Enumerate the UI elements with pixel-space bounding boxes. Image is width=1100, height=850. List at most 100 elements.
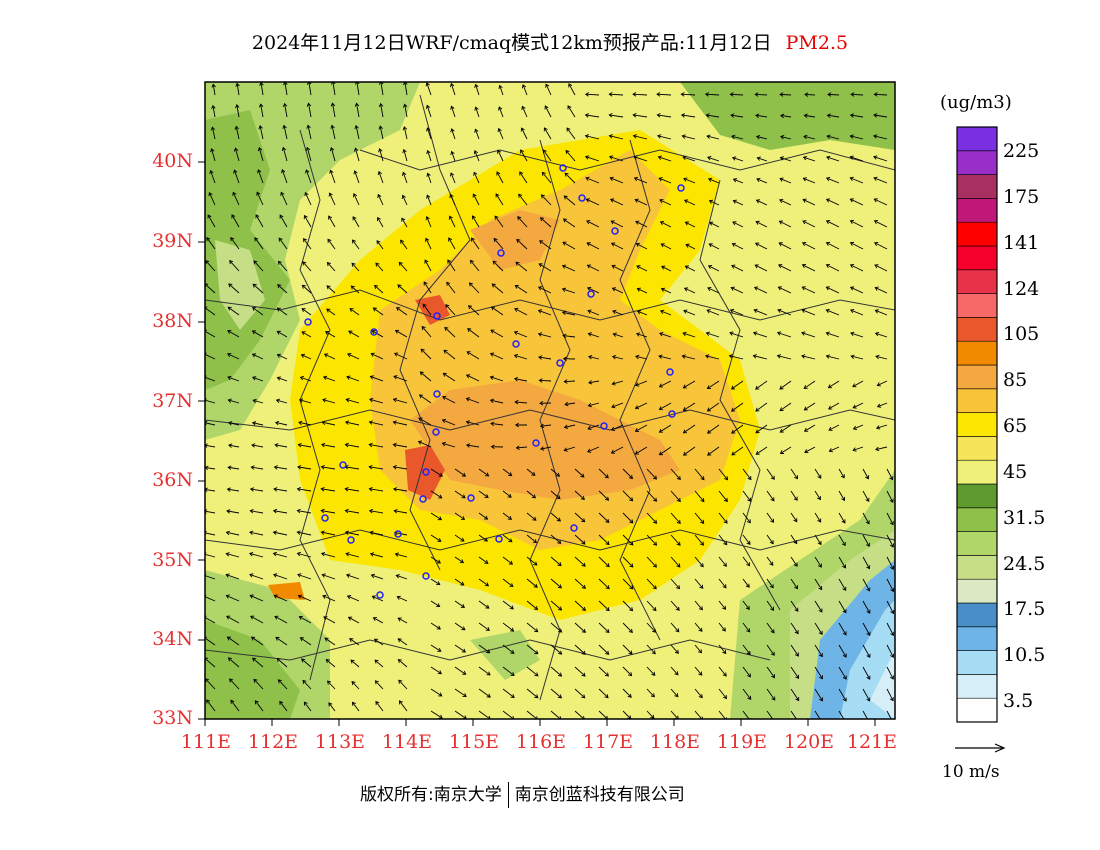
wind-arrow [755,424,768,434]
wind-arrow-head [842,697,847,702]
wind-arrow [646,622,656,633]
colorbar-swatch [956,697,998,723]
wind-arrow [790,512,798,522]
wind-arrow-head [730,407,736,412]
wind-arrow-head [707,286,712,292]
wind-arrow-head [421,325,426,331]
wind-arrow [274,466,288,470]
wind-arrow-head [656,134,662,139]
wind-arrow-head [825,308,830,314]
wind-arrow [862,468,869,479]
wind-arrow [393,488,408,492]
wind-arrow [250,510,264,514]
hotspot-zone-north [415,295,450,325]
wind-arrow [496,171,504,184]
wind-arrow-head [402,148,407,154]
wind-arrow [301,331,312,338]
wind-arrow [777,332,792,338]
wind-arrow [862,490,870,502]
wind-arrow-head [769,561,774,566]
wind-arrow [862,666,871,680]
wind-arrow [228,283,240,294]
wind-arrow [622,600,633,611]
wind-arrow [369,444,384,448]
wind-arrow-head [346,595,352,600]
wind-arrow-head [825,176,831,182]
wind-arrow [646,468,657,480]
wind-arrow-head [353,170,358,175]
wind-arrow [380,103,384,118]
wind-arrow-head [471,237,475,242]
wind-arrow [321,488,336,492]
wind-arrow-head [842,631,847,636]
wind-arrow [852,446,864,451]
wind-arrow-head [272,530,277,535]
copyright-right: 南京创蓝科技有限公司 [514,785,685,805]
wind-arrow [426,105,432,118]
colorbar [956,126,998,723]
wind-arrow [756,199,768,206]
wind-arrow-head [699,716,703,719]
wind-arrow-head [328,702,333,707]
wind-arrow [622,688,632,698]
wind-arrow-head [849,176,854,181]
wind-arrow-head [556,517,561,522]
wind-arrow-head [675,628,680,633]
colorbar-swatch [956,364,998,390]
wind-arrow-head [228,421,233,426]
city-marker [611,227,619,235]
colorbar-swatch [956,531,998,556]
wind-arrow-head [251,443,256,448]
wind-arrow-head [843,719,846,722]
wind-arrow-head [498,106,503,111]
wind-arrow [709,243,720,250]
sea-zone-edge [870,650,895,719]
wind-arrow [874,220,888,228]
wind-arrow-head [425,104,431,109]
wind-arrow-head [469,259,474,264]
wind-arrow-head [305,146,311,152]
wind-arrow-head [539,423,545,429]
wind-arrow-head [652,475,658,480]
wind-arrow [448,237,456,250]
wind-arrow-head [460,603,466,608]
wind-arrow [803,156,816,162]
wind-arrow [682,355,696,360]
wind-arrow [490,329,504,338]
wind-arrow-head [258,103,264,108]
wind-arrow [275,444,288,448]
lat-label-40n: 40N [152,150,193,172]
wind-arrow [521,127,528,140]
wind-arrow [574,688,586,699]
wind-arrow [370,553,384,558]
wind-arrow-head [588,354,593,360]
wind-arrow-head [708,243,713,248]
wind-arrow [398,262,408,272]
wind-arrow-head [347,616,353,621]
lon-label-114e: 114E [381,731,433,753]
wind-arrow [497,150,504,162]
wind-arrow-head [565,149,570,155]
wind-arrow [850,332,864,338]
city-marker [677,184,685,192]
wind-arrow-head [490,329,495,334]
wind-arrow [790,666,799,679]
wind-arrow [803,177,816,184]
wind-arrow-head [393,508,398,514]
colorbar-swatch [956,483,998,509]
wind-arrow-head [484,582,490,587]
wind-arrow-head [779,428,784,433]
wind-arrow-head [585,198,590,203]
wind-arrow [718,644,727,654]
wind-arrow-head [632,113,637,118]
wind-arrow [393,444,408,448]
wind-arrow-head [889,697,894,702]
wind-arrow [826,220,840,228]
wind-arrow [377,217,384,228]
wind-arrow-head [225,530,230,536]
wind-arrow-head [423,281,428,286]
wind-arrow-head [393,375,398,380]
wind-arrow-head [450,105,455,110]
wind-arrow [277,377,288,382]
wind-arrow-head [676,541,681,546]
